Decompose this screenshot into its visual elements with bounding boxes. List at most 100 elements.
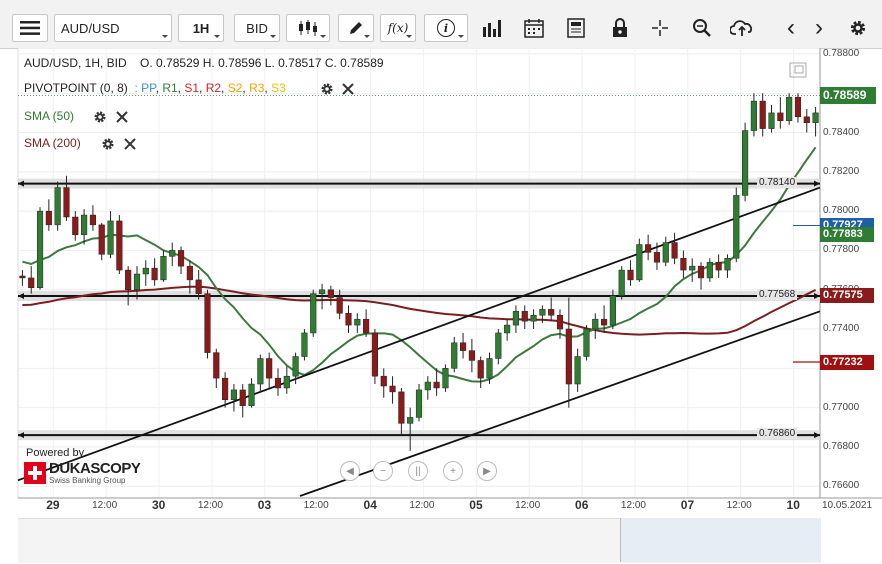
hamburger-icon bbox=[20, 21, 40, 35]
candle-body bbox=[274, 377, 282, 389]
fx-icon: f(x) bbox=[387, 21, 409, 35]
bars-icon bbox=[483, 20, 501, 37]
draw-button[interactable] bbox=[338, 14, 374, 42]
pivot-level-r1: R1 bbox=[162, 81, 178, 95]
zoom-in-button[interactable]: + bbox=[443, 461, 463, 481]
candle-body bbox=[151, 267, 158, 281]
candle-body bbox=[530, 315, 537, 322]
popout-icon[interactable] bbox=[789, 62, 807, 78]
level-label: 0.78140 bbox=[757, 176, 798, 188]
level-arrow-left bbox=[18, 293, 24, 300]
candle-body bbox=[433, 381, 440, 389]
calendar-button[interactable] bbox=[518, 14, 550, 42]
ohlc-line: O. 0.78529 H. 0.78596 L. 0.78517 C. 0.78… bbox=[140, 56, 384, 70]
zoom-icon bbox=[693, 19, 711, 37]
navigator-window[interactable] bbox=[620, 518, 821, 562]
candle-body bbox=[213, 352, 220, 379]
nav-prev-button[interactable]: ‹ bbox=[780, 14, 802, 42]
settings-button[interactable] bbox=[846, 14, 870, 42]
y-tick-label: 0.76600 bbox=[823, 480, 860, 492]
candle-body bbox=[750, 100, 757, 131]
price-tag: 0.77883 bbox=[820, 227, 874, 243]
candle-body bbox=[495, 332, 502, 359]
info-button[interactable]: i bbox=[424, 14, 468, 42]
chart-area[interactable] bbox=[0, 48, 882, 564]
side-select[interactable]: BID bbox=[234, 14, 280, 42]
candle-body bbox=[742, 130, 749, 196]
candle-body bbox=[609, 295, 616, 326]
candle-body bbox=[601, 318, 608, 326]
x-tick-label: 12:00 bbox=[92, 500, 118, 511]
candle-body bbox=[398, 391, 405, 424]
x-tick-label: 12:00 bbox=[620, 500, 646, 511]
candle-body bbox=[733, 195, 740, 259]
lock-button[interactable] bbox=[604, 14, 636, 42]
candle-body bbox=[283, 375, 290, 389]
candle-body bbox=[583, 328, 590, 357]
menu-button[interactable] bbox=[12, 14, 48, 42]
x-tick-label: 05 bbox=[469, 498, 483, 512]
zoom-button[interactable] bbox=[686, 14, 718, 42]
scroll-left-button[interactable]: ◀ bbox=[340, 461, 360, 481]
x-tick-label: 12:00 bbox=[409, 500, 435, 511]
candle-body bbox=[680, 258, 687, 271]
candle-body bbox=[618, 269, 625, 296]
x-tick-label: 07 bbox=[680, 498, 695, 512]
timeframe-select[interactable]: 1H bbox=[178, 14, 224, 42]
y-tick-label: 0.78200 bbox=[823, 165, 860, 177]
y-tick-label: 0.77000 bbox=[823, 401, 860, 413]
candle-body bbox=[768, 112, 775, 129]
sma200-close-icon[interactable] bbox=[124, 138, 136, 150]
pivot-settings-icon[interactable] bbox=[320, 82, 334, 96]
candle-body bbox=[28, 277, 35, 289]
chart-type-button[interactable] bbox=[286, 14, 330, 42]
level-label: 0.76860 bbox=[757, 428, 798, 440]
sma50-settings-icon[interactable] bbox=[93, 110, 107, 124]
candle-body bbox=[107, 220, 114, 255]
pivot-close-icon[interactable] bbox=[342, 83, 354, 95]
instrument-line: AUD/USD, 1H, BID bbox=[24, 56, 127, 70]
candle-body bbox=[142, 267, 149, 275]
reset-button[interactable]: || bbox=[408, 461, 428, 481]
candle-body bbox=[239, 389, 246, 406]
x-tick-label: 06 bbox=[575, 498, 589, 512]
report-button[interactable] bbox=[560, 14, 592, 42]
candle-body bbox=[195, 279, 202, 294]
x-tick-label: 12:00 bbox=[197, 500, 223, 511]
candle-body bbox=[345, 313, 352, 326]
side-label: BID bbox=[246, 20, 268, 36]
volume-bars-button[interactable] bbox=[476, 14, 508, 42]
candle-body bbox=[266, 358, 273, 379]
candle-body bbox=[45, 210, 52, 226]
candle-body bbox=[204, 293, 211, 353]
candle-body bbox=[442, 368, 449, 389]
crosshair-button[interactable] bbox=[644, 14, 676, 42]
gear-icon bbox=[850, 20, 866, 36]
report-icon bbox=[567, 18, 585, 38]
candle-body bbox=[292, 356, 299, 377]
pivot-level-s1: S1 bbox=[184, 81, 200, 95]
sma200-settings-icon[interactable] bbox=[101, 137, 115, 151]
indicators-button[interactable]: f(x) bbox=[380, 14, 416, 42]
x-tick-label: 04 bbox=[363, 498, 377, 512]
export-button[interactable] bbox=[726, 14, 758, 42]
scroll-right-button[interactable]: ▶ bbox=[477, 461, 497, 481]
candle-body bbox=[177, 250, 185, 267]
y-tick-label: 0.77800 bbox=[823, 244, 860, 256]
sma50-label: SMA (50) bbox=[24, 109, 75, 123]
x-tick-label: 12:00 bbox=[303, 500, 329, 511]
price-chart[interactable] bbox=[0, 48, 882, 564]
zoom-out-button[interactable]: − bbox=[373, 461, 393, 481]
nav-next-button[interactable]: › bbox=[808, 14, 830, 42]
candle-body bbox=[636, 244, 643, 281]
candle-body bbox=[160, 256, 167, 281]
sma50-close-icon[interactable] bbox=[116, 111, 128, 123]
trend-line bbox=[17, 186, 821, 482]
candle-body bbox=[371, 332, 379, 377]
candle-body bbox=[89, 214, 96, 226]
symbol-select[interactable]: AUD/USD bbox=[54, 14, 172, 42]
candle-body bbox=[803, 116, 810, 123]
candle-body bbox=[230, 389, 237, 401]
candle-body bbox=[186, 265, 193, 281]
pivot-level-r2: R2 bbox=[205, 81, 222, 95]
